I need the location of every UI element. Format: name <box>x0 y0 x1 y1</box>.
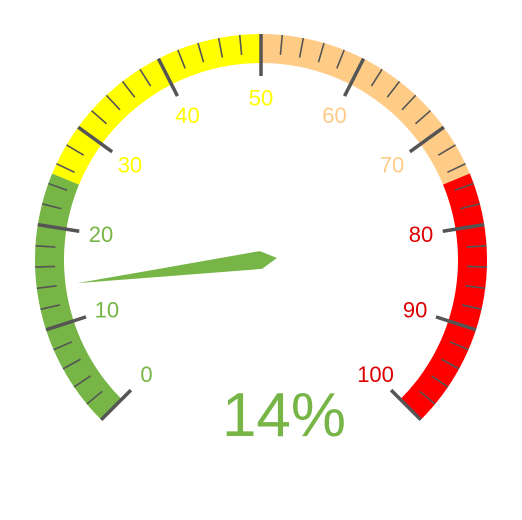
major-tick <box>435 315 477 332</box>
minor-tick <box>35 265 56 268</box>
minor-tick <box>217 37 224 58</box>
minor-tick <box>419 390 436 405</box>
gauge-band-3 <box>400 173 487 420</box>
minor-tick <box>449 341 469 351</box>
minor-tick <box>465 285 486 290</box>
minor-tick <box>336 49 345 69</box>
minor-tick <box>48 182 68 191</box>
minor-tick <box>454 182 474 191</box>
minor-tick <box>430 375 449 388</box>
tick-label-30: 30 <box>118 152 142 177</box>
minor-tick <box>105 94 121 111</box>
tick-label-100: 100 <box>357 362 394 387</box>
minor-tick <box>86 390 103 405</box>
minor-tick <box>466 245 487 248</box>
major-tick <box>99 388 133 422</box>
tick-label-10: 10 <box>95 298 119 323</box>
value-readout: 14% <box>222 381 346 450</box>
major-ticks <box>37 34 485 422</box>
minor-tick <box>35 245 56 248</box>
gauge-band-2 <box>261 34 470 185</box>
tick-label-50: 50 <box>249 86 273 111</box>
minor-tick <box>40 304 61 311</box>
minor-tick <box>466 265 487 268</box>
minor-tick <box>437 144 456 156</box>
major-tick <box>342 57 366 97</box>
minor-tick <box>238 34 243 55</box>
minor-tick <box>36 285 57 290</box>
tick-label-70: 70 <box>380 152 404 177</box>
minor-tick <box>41 203 62 210</box>
tick-label-80: 80 <box>409 222 433 247</box>
minor-tick <box>73 375 92 388</box>
tick-label-20: 20 <box>89 222 113 247</box>
tick-label-40: 40 <box>175 103 199 128</box>
minor-tick <box>447 163 466 174</box>
gauge-band-1 <box>52 34 262 185</box>
tick-label-90: 90 <box>403 298 427 323</box>
minor-tick <box>66 144 85 156</box>
minor-tick <box>414 109 432 125</box>
minor-tick <box>62 358 81 370</box>
minor-tick <box>298 37 305 58</box>
needle <box>77 251 277 284</box>
minor-tick <box>56 163 75 174</box>
major-tick <box>156 57 180 97</box>
minor-tick <box>386 80 401 98</box>
minor-tick <box>197 42 205 63</box>
minor-ticks <box>35 34 487 405</box>
tick-label-60: 60 <box>322 103 346 128</box>
tick-label-0: 0 <box>140 362 152 387</box>
minor-tick <box>139 68 152 87</box>
minor-tick <box>177 49 186 69</box>
major-tick <box>45 315 87 332</box>
needle-group <box>77 251 277 284</box>
major-tick <box>408 125 445 154</box>
minor-tick <box>121 80 136 98</box>
minor-tick <box>90 109 108 125</box>
gauge-bands <box>35 34 487 420</box>
minor-tick <box>317 42 325 63</box>
major-tick <box>77 125 114 154</box>
minor-tick <box>461 304 482 311</box>
tick-labels: 0 10 20 30 40 50 60 70 80 90 100 <box>89 86 433 388</box>
minor-tick <box>370 68 383 87</box>
major-tick <box>37 222 80 233</box>
minor-tick <box>441 358 460 370</box>
minor-tick <box>279 34 284 55</box>
minor-tick <box>401 94 417 111</box>
minor-tick <box>53 341 73 351</box>
major-tick <box>442 222 485 233</box>
gauge-band-0 <box>35 173 122 420</box>
minor-tick <box>460 203 481 210</box>
major-tick <box>389 388 423 422</box>
